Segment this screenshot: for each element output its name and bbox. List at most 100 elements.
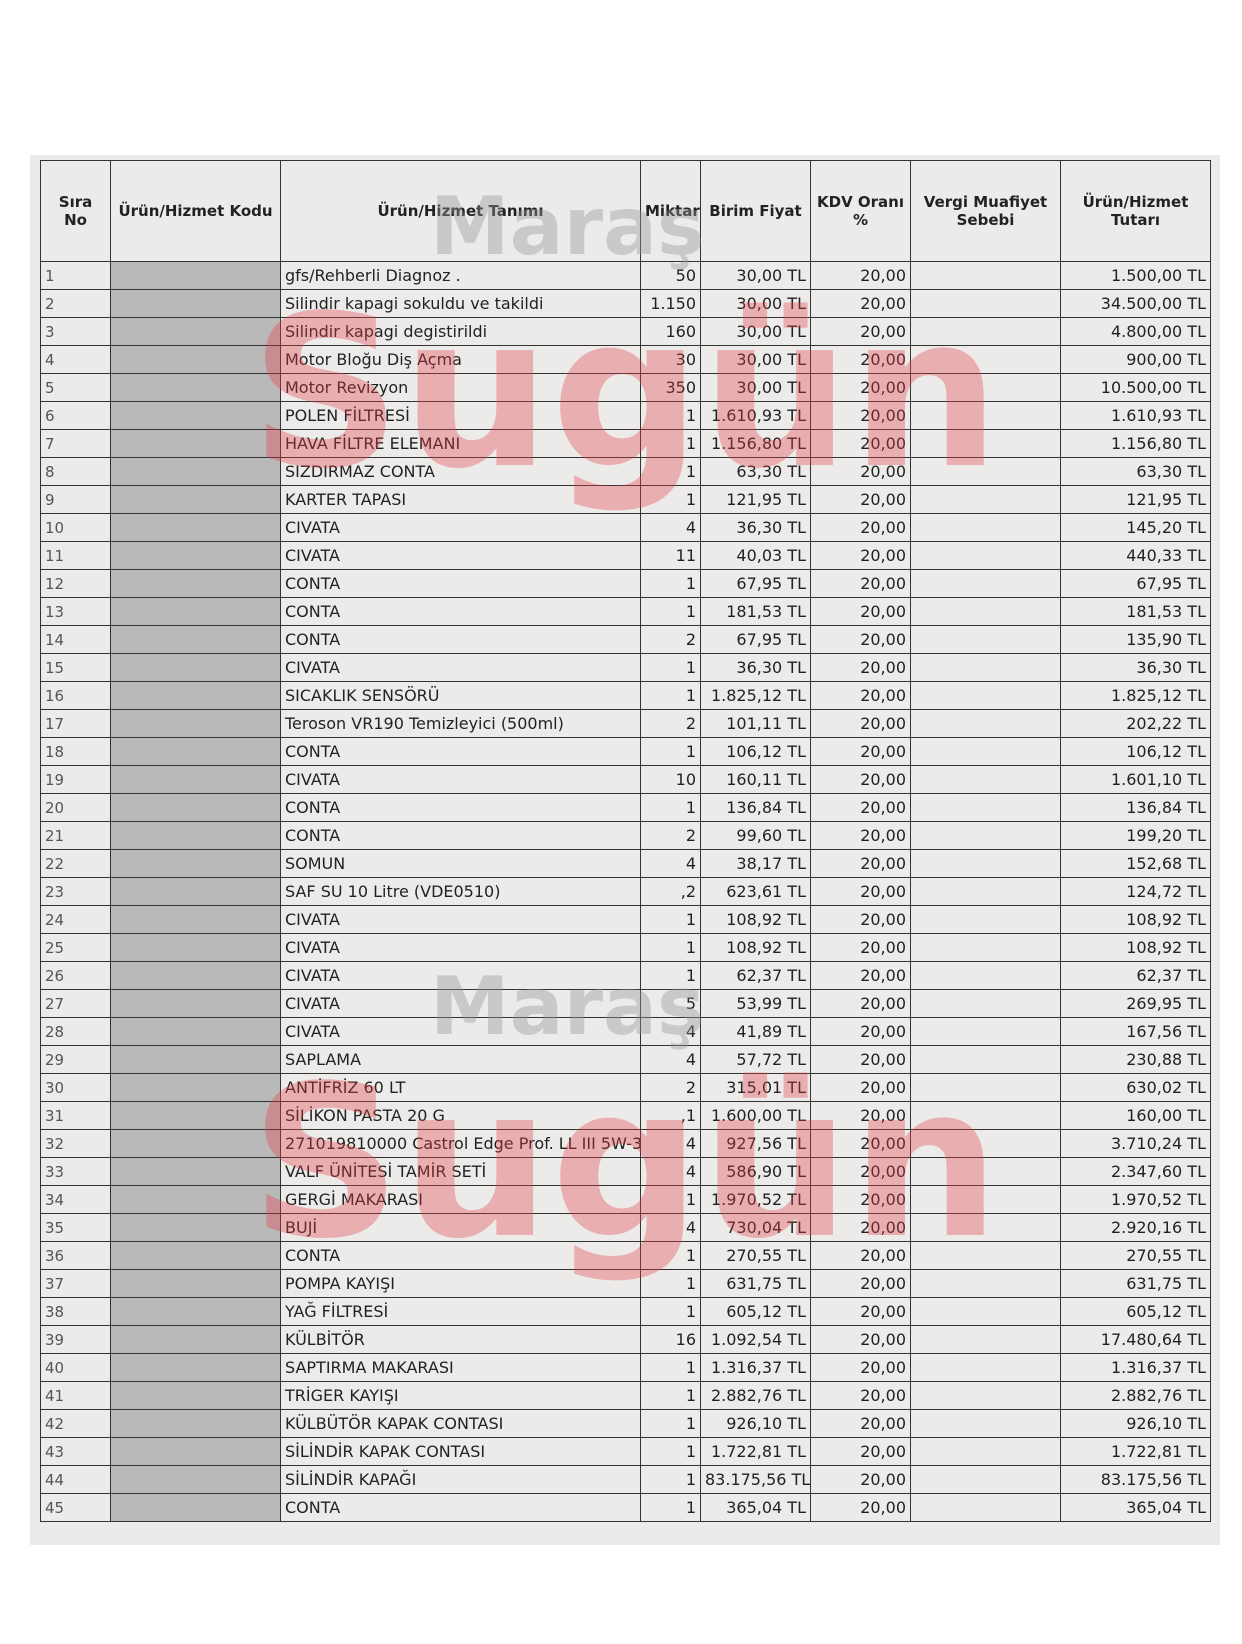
unit-price-cell: 730,04 TL [700, 1213, 811, 1242]
description-cell: SAPTIRMA MAKARASI [280, 1353, 641, 1382]
total-cell: 17.480,64 TL [1060, 1325, 1211, 1354]
exemption-cell [910, 1325, 1061, 1354]
code-cell [110, 513, 281, 542]
code-cell [110, 1493, 281, 1522]
unit-price-cell: 160,11 TL [700, 765, 811, 794]
code-cell [110, 961, 281, 990]
code-cell [110, 1437, 281, 1466]
unit-price-cell: 83.175,56 TL [700, 1465, 811, 1494]
total-cell: 199,20 TL [1060, 821, 1211, 850]
code-cell [110, 1185, 281, 1214]
header-cell: Sıra No [40, 160, 111, 262]
quantity-cell: 1 [640, 1465, 701, 1494]
table-row: 17 Teroson VR190 Temizleyici (500ml) 2 101,… [40, 709, 1211, 738]
code-cell [110, 765, 281, 794]
no-cell: 44 [40, 1465, 111, 1494]
unit-price-cell: 631,75 TL [700, 1269, 811, 1298]
description-cell: SOMUN [280, 849, 641, 878]
code-cell [110, 1101, 281, 1130]
header-cell: Ürün/Hizmet Tanımı [280, 160, 641, 262]
no-cell: 15 [40, 653, 111, 682]
vat-rate-cell: 20,00 [810, 933, 911, 962]
no-cell: 6 [40, 401, 111, 430]
table-row: 9 KARTER TAPASI 1 121,95 TL 20,00 121,95 TL [40, 485, 1211, 514]
quantity-cell: 1 [640, 1185, 701, 1214]
description-cell: CONTA [280, 821, 641, 850]
table-row: 8 SIZDIRMAZ CONTA 1 63,30 TL 20,00 63,30 TL [40, 457, 1211, 486]
code-cell [110, 653, 281, 682]
code-cell [110, 345, 281, 374]
unit-price-cell: 1.825,12 TL [700, 681, 811, 710]
exemption-cell [910, 1017, 1061, 1046]
description-cell: KARTER TAPASI [280, 485, 641, 514]
unit-price-cell: 121,95 TL [700, 485, 811, 514]
no-cell: 19 [40, 765, 111, 794]
exemption-cell [910, 737, 1061, 766]
total-cell: 2.882,76 TL [1060, 1381, 1211, 1410]
no-cell: 9 [40, 485, 111, 514]
code-cell [110, 737, 281, 766]
table-row: 39 KÜLBİTÖR 16 1.092,54 TL 20,00 17.480,64 TL [40, 1325, 1211, 1354]
unit-price-cell: 136,84 TL [700, 793, 811, 822]
unit-price-cell: 41,89 TL [700, 1017, 811, 1046]
exemption-cell [910, 1157, 1061, 1186]
exemption-cell [910, 1241, 1061, 1270]
vat-rate-cell: 20,00 [810, 1185, 911, 1214]
quantity-cell: 1 [640, 485, 701, 514]
table-header: Sıra No Ürün/Hizmet Kodu Ürün/Hizmet Tan… [40, 160, 1211, 262]
description-cell: CIVATA [280, 933, 641, 962]
total-cell: 1.601,10 TL [1060, 765, 1211, 794]
code-cell [110, 877, 281, 906]
quantity-cell: 1 [640, 1241, 701, 1270]
no-cell: 22 [40, 849, 111, 878]
total-cell: 108,92 TL [1060, 933, 1211, 962]
no-cell: 24 [40, 905, 111, 934]
description-cell: Silindir kapagi sokuldu ve takildi [280, 289, 641, 318]
unit-price-cell: 1.092,54 TL [700, 1325, 811, 1354]
exemption-cell [910, 457, 1061, 486]
total-cell: 4.800,00 TL [1060, 317, 1211, 346]
code-cell [110, 1213, 281, 1242]
vat-rate-cell: 20,00 [810, 485, 911, 514]
exemption-cell [910, 849, 1061, 878]
quantity-cell: 1 [640, 653, 701, 682]
no-cell: 32 [40, 1129, 111, 1158]
table-row: 19 CIVATA 10 160,11 TL 20,00 1.601,10 TL [40, 765, 1211, 794]
no-cell: 3 [40, 317, 111, 346]
total-cell: 202,22 TL [1060, 709, 1211, 738]
no-cell: 20 [40, 793, 111, 822]
vat-rate-cell: 20,00 [810, 1157, 911, 1186]
total-cell: 1.970,52 TL [1060, 1185, 1211, 1214]
no-cell: 25 [40, 933, 111, 962]
vat-rate-cell: 20,00 [810, 317, 911, 346]
exemption-cell [910, 989, 1061, 1018]
exemption-cell [910, 429, 1061, 458]
vat-rate-cell: 20,00 [810, 1465, 911, 1494]
total-cell: 269,95 TL [1060, 989, 1211, 1018]
unit-price-cell: 605,12 TL [700, 1297, 811, 1326]
quantity-cell: 1.150 [640, 289, 701, 318]
total-cell: 121,95 TL [1060, 485, 1211, 514]
quantity-cell: 1 [640, 737, 701, 766]
table-row: 23 SAF SU 10 Litre (VDE0510) ,2 623,61 TL 20… [40, 877, 1211, 906]
total-cell: 605,12 TL [1060, 1297, 1211, 1326]
code-cell [110, 821, 281, 850]
quantity-cell: 2 [640, 821, 701, 850]
description-cell: HAVA FİLTRE ELEMANI [280, 429, 641, 458]
description-cell: SICAKLIK SENSÖRÜ [280, 681, 641, 710]
table-body: 1 gfs/Rehberli Diagnoz . 50 30,00 TL 20,00 1.… [40, 261, 1211, 1522]
total-cell: 108,92 TL [1060, 905, 1211, 934]
code-cell [110, 681, 281, 710]
table-row: 14 CONTA 2 67,95 TL 20,00 135,90 TL [40, 625, 1211, 654]
code-cell [110, 429, 281, 458]
vat-rate-cell: 20,00 [810, 541, 911, 570]
quantity-cell: 4 [640, 1129, 701, 1158]
quantity-cell: 1 [640, 1409, 701, 1438]
code-cell [110, 905, 281, 934]
exemption-cell [910, 541, 1061, 570]
no-cell: 34 [40, 1185, 111, 1214]
quantity-cell: 4 [640, 1157, 701, 1186]
exemption-cell [910, 1045, 1061, 1074]
table-row: 6 POLEN FİLTRESİ 1 1.610,93 TL 20,00 1.610,93… [40, 401, 1211, 430]
invoice-table: Sıra No Ürün/Hizmet Kodu Ürün/Hizmet Tan… [40, 160, 1211, 1522]
